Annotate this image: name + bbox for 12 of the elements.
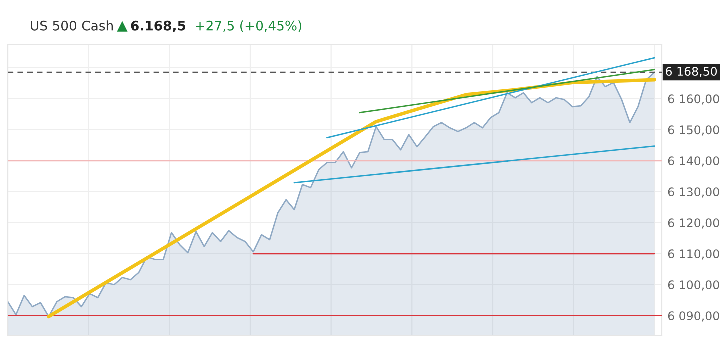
text: 6.168,5 <box>131 20 186 33</box>
y-tick-label: 6 130,00 <box>668 188 720 198</box>
y-tick-label: 6 110,00 <box>668 250 720 260</box>
y-tick-label: 6 120,00 <box>668 218 720 229</box>
text: +27,5 (+0,45%) <box>196 20 302 32</box>
ref-line-label: 6 168,50 <box>666 67 718 78</box>
chart-title: US 500 Cash <box>31 20 114 31</box>
y-tick-label: 6 090,00 <box>668 312 720 322</box>
y-tick-label: 6 160,00 <box>668 94 720 105</box>
y-tick-label: 6 150,00 <box>668 126 720 136</box>
y-tick-label: 6 100,00 <box>668 280 720 291</box>
y-tick-label: 6 140,00 <box>668 156 720 167</box>
